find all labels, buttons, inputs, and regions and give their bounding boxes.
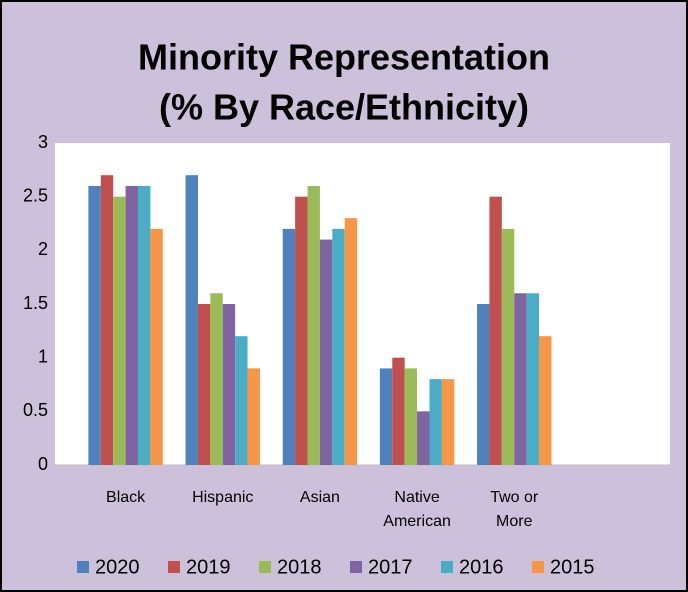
x-tick-label: Hispanic <box>192 489 253 506</box>
legend-swatch <box>77 561 89 573</box>
bar <box>417 411 430 465</box>
bar <box>282 228 296 465</box>
legend-label: 2015 <box>550 556 595 578</box>
bar <box>295 196 308 465</box>
legend-swatch <box>532 561 544 573</box>
bar <box>379 368 393 465</box>
bar <box>137 185 151 465</box>
bar <box>210 293 223 465</box>
legend-swatch <box>259 561 271 573</box>
x-tick-label: Asian <box>300 489 340 506</box>
bar <box>501 228 515 465</box>
legend-swatch <box>350 561 362 573</box>
bar <box>489 196 502 465</box>
chart-title: Minority Representation <box>138 37 550 78</box>
y-tick-label: 3 <box>38 132 48 152</box>
bar <box>429 379 442 465</box>
bar <box>307 185 320 465</box>
y-tick-label: 2 <box>38 239 48 259</box>
y-tick-label: 1.5 <box>23 293 48 313</box>
legend-label: 2020 <box>95 556 140 578</box>
bar <box>539 336 552 465</box>
bar <box>404 368 418 465</box>
x-tick-label: Native American <box>383 489 451 530</box>
chart-title: (% By Race/Ethnicity) <box>159 87 529 128</box>
legend-swatch <box>168 561 180 573</box>
x-tick-label: Black <box>106 489 146 506</box>
legend-label: 2017 <box>368 556 413 578</box>
bar <box>185 175 198 465</box>
bar <box>125 185 138 465</box>
bar <box>477 304 490 465</box>
x-tick-label: Two or More <box>490 489 539 530</box>
legend-label: 2016 <box>459 556 504 578</box>
bar <box>247 368 260 465</box>
y-tick-label: 2.5 <box>23 185 48 205</box>
bar <box>113 196 126 465</box>
bar <box>441 379 455 465</box>
y-tick-label: 0 <box>38 454 48 474</box>
y-tick-label: 1 <box>38 346 48 366</box>
legend-label: 2018 <box>277 556 322 578</box>
bar <box>150 228 163 465</box>
bar <box>344 218 358 465</box>
bar <box>319 239 333 465</box>
bar <box>332 228 345 465</box>
bar <box>88 185 101 465</box>
bar <box>235 336 248 465</box>
bar <box>514 293 527 465</box>
legend-label: 2019 <box>186 556 231 578</box>
bar <box>197 304 211 465</box>
bar <box>222 304 236 465</box>
legend-swatch <box>441 561 453 573</box>
y-tick-label: 0.5 <box>23 400 48 420</box>
bar <box>392 357 405 465</box>
bar <box>526 293 540 465</box>
bar <box>100 175 114 465</box>
